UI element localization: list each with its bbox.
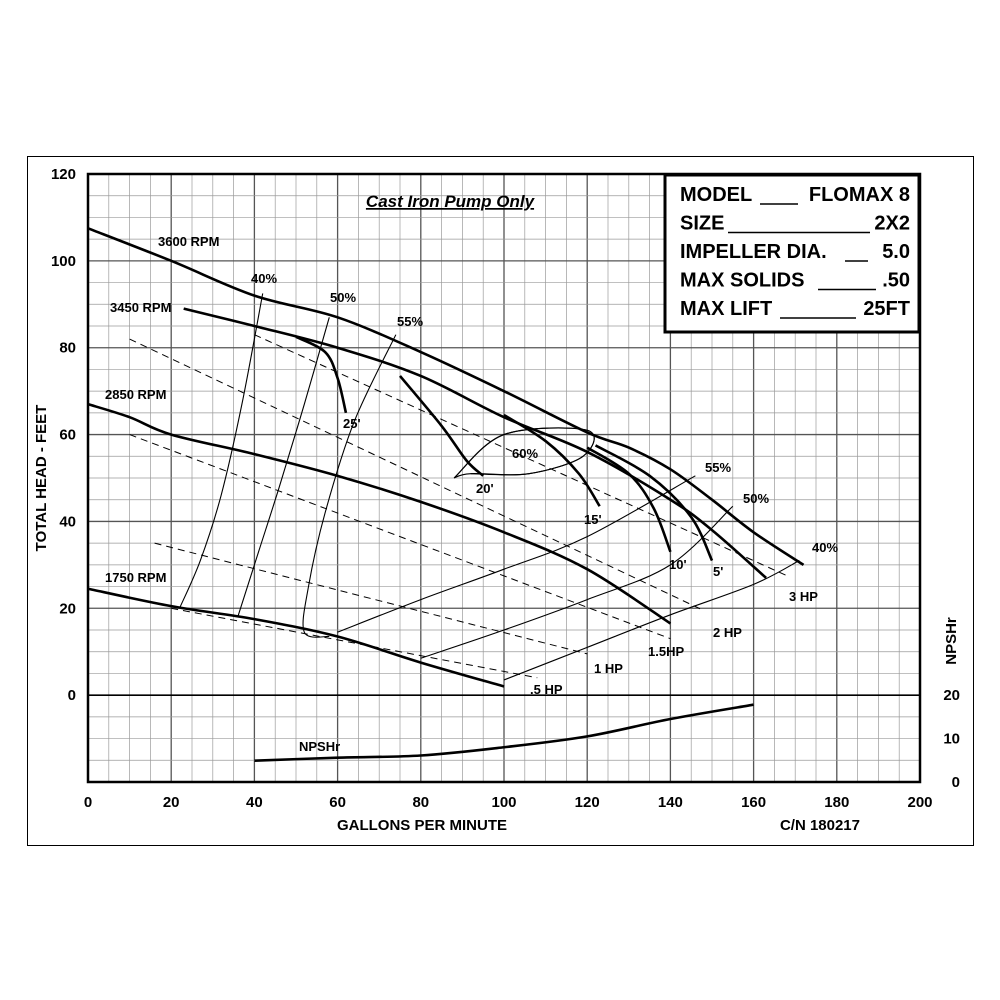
efficiency-curve [503, 560, 800, 681]
rpm-curve [87, 402, 672, 625]
efficiency-curve [179, 293, 264, 609]
hp-line [171, 607, 538, 679]
x-tick-label: 140 [658, 794, 683, 811]
efficiency-label: 40% [251, 271, 277, 286]
hp-label: 3 HP [789, 589, 818, 604]
y-tick-label: 20 [59, 600, 76, 617]
depth-label: 5' [713, 564, 723, 579]
y-tick-label: 120 [51, 166, 76, 183]
depth-label: 20' [476, 481, 494, 496]
depth-label: 15' [584, 512, 602, 527]
depth-label: 10' [669, 557, 687, 572]
x-tick-label: 20 [163, 794, 180, 811]
chart-frame [27, 156, 974, 846]
y-tick-label: 80 [59, 340, 76, 357]
spec-label: IMPELLER DIA. [680, 241, 827, 263]
x-tick-label: 80 [412, 794, 429, 811]
chart-title: Cast Iron Pump Only [366, 192, 536, 211]
npshr-curve [254, 703, 754, 763]
lift-depth-curve [586, 446, 672, 553]
efficiency-label: 55% [705, 460, 731, 475]
y2-axis-title: NPSHr [943, 617, 960, 665]
label-1750-rpm: 1750 RPM [105, 570, 166, 585]
hp-label: .5 HP [530, 682, 563, 697]
spec-box [663, 173, 921, 334]
lift-depth-curve [594, 444, 714, 562]
x-tick-label: 100 [491, 794, 516, 811]
hp-label: 2 HP [713, 625, 742, 640]
efficiency-label: 50% [743, 491, 769, 506]
plot-border [86, 172, 922, 784]
spec-label: MAX SOLIDS [680, 270, 804, 292]
efficiency-curve [420, 505, 734, 659]
x-tick-label: 60 [329, 794, 346, 811]
lift-depth-curve [399, 375, 485, 477]
y2-tick-label: 10 [943, 731, 960, 748]
y-tick-label: 40 [59, 513, 76, 530]
hp-line [129, 434, 671, 640]
efficiency-60-loop [453, 427, 595, 479]
spec-value: .50 [882, 270, 910, 292]
rpm-curve [183, 307, 767, 579]
hp-line [254, 334, 788, 577]
hp-label: 1.5HP [648, 644, 684, 659]
x-axis-title: GALLONS PER MINUTE [337, 817, 507, 834]
lift-depth-curve [295, 335, 348, 414]
spec-label: MODEL [680, 184, 752, 206]
rpm-curve [87, 227, 805, 566]
x-tick-label: 160 [741, 794, 766, 811]
x-tick-label: 40 [246, 794, 263, 811]
spec-label: SIZE [680, 213, 724, 235]
efficiency-curve [237, 317, 330, 618]
label-3450-rpm: 3450 RPM [110, 300, 171, 315]
label-2850-rpm: 2850 RPM [105, 387, 166, 402]
efficiency-label: 60% [512, 446, 538, 461]
y-tick-label: 0 [68, 687, 76, 704]
x-tick-label: 200 [907, 794, 932, 811]
hp-label: 1 HP [594, 661, 623, 676]
efficiency-label: 55% [397, 314, 423, 329]
catalog-number: C/N 180217 [780, 817, 860, 834]
efficiency-label: 50% [330, 290, 356, 305]
y2-tick-label: 20 [943, 687, 960, 704]
rpm-curve [87, 587, 505, 688]
depth-label: 25' [343, 416, 361, 431]
x-tick-label: 0 [84, 794, 92, 811]
label-npshr-curve: NPSHr [299, 739, 340, 754]
efficiency-curve [302, 334, 397, 638]
y2-tick-label: 0 [952, 774, 960, 791]
hp-line [129, 338, 704, 611]
y-tick-label: 100 [51, 253, 76, 270]
hp-line [154, 542, 588, 655]
y-tick-label: 60 [59, 427, 76, 444]
y-axis-title: TOTAL HEAD - FEET [33, 405, 50, 552]
spec-value: FLOMAX 8 [809, 184, 910, 206]
x-tick-label: 120 [575, 794, 600, 811]
efficiency-label: 40% [812, 540, 838, 555]
x-tick-label: 180 [824, 794, 849, 811]
spec-value: 25FT [863, 298, 910, 320]
spec-value: 2X2 [874, 213, 910, 235]
efficiency-curve [337, 475, 696, 633]
label-3600-rpm: 3600 RPM [158, 234, 219, 249]
spec-label: MAX LIFT [680, 298, 772, 320]
spec-value: 5.0 [882, 241, 910, 263]
